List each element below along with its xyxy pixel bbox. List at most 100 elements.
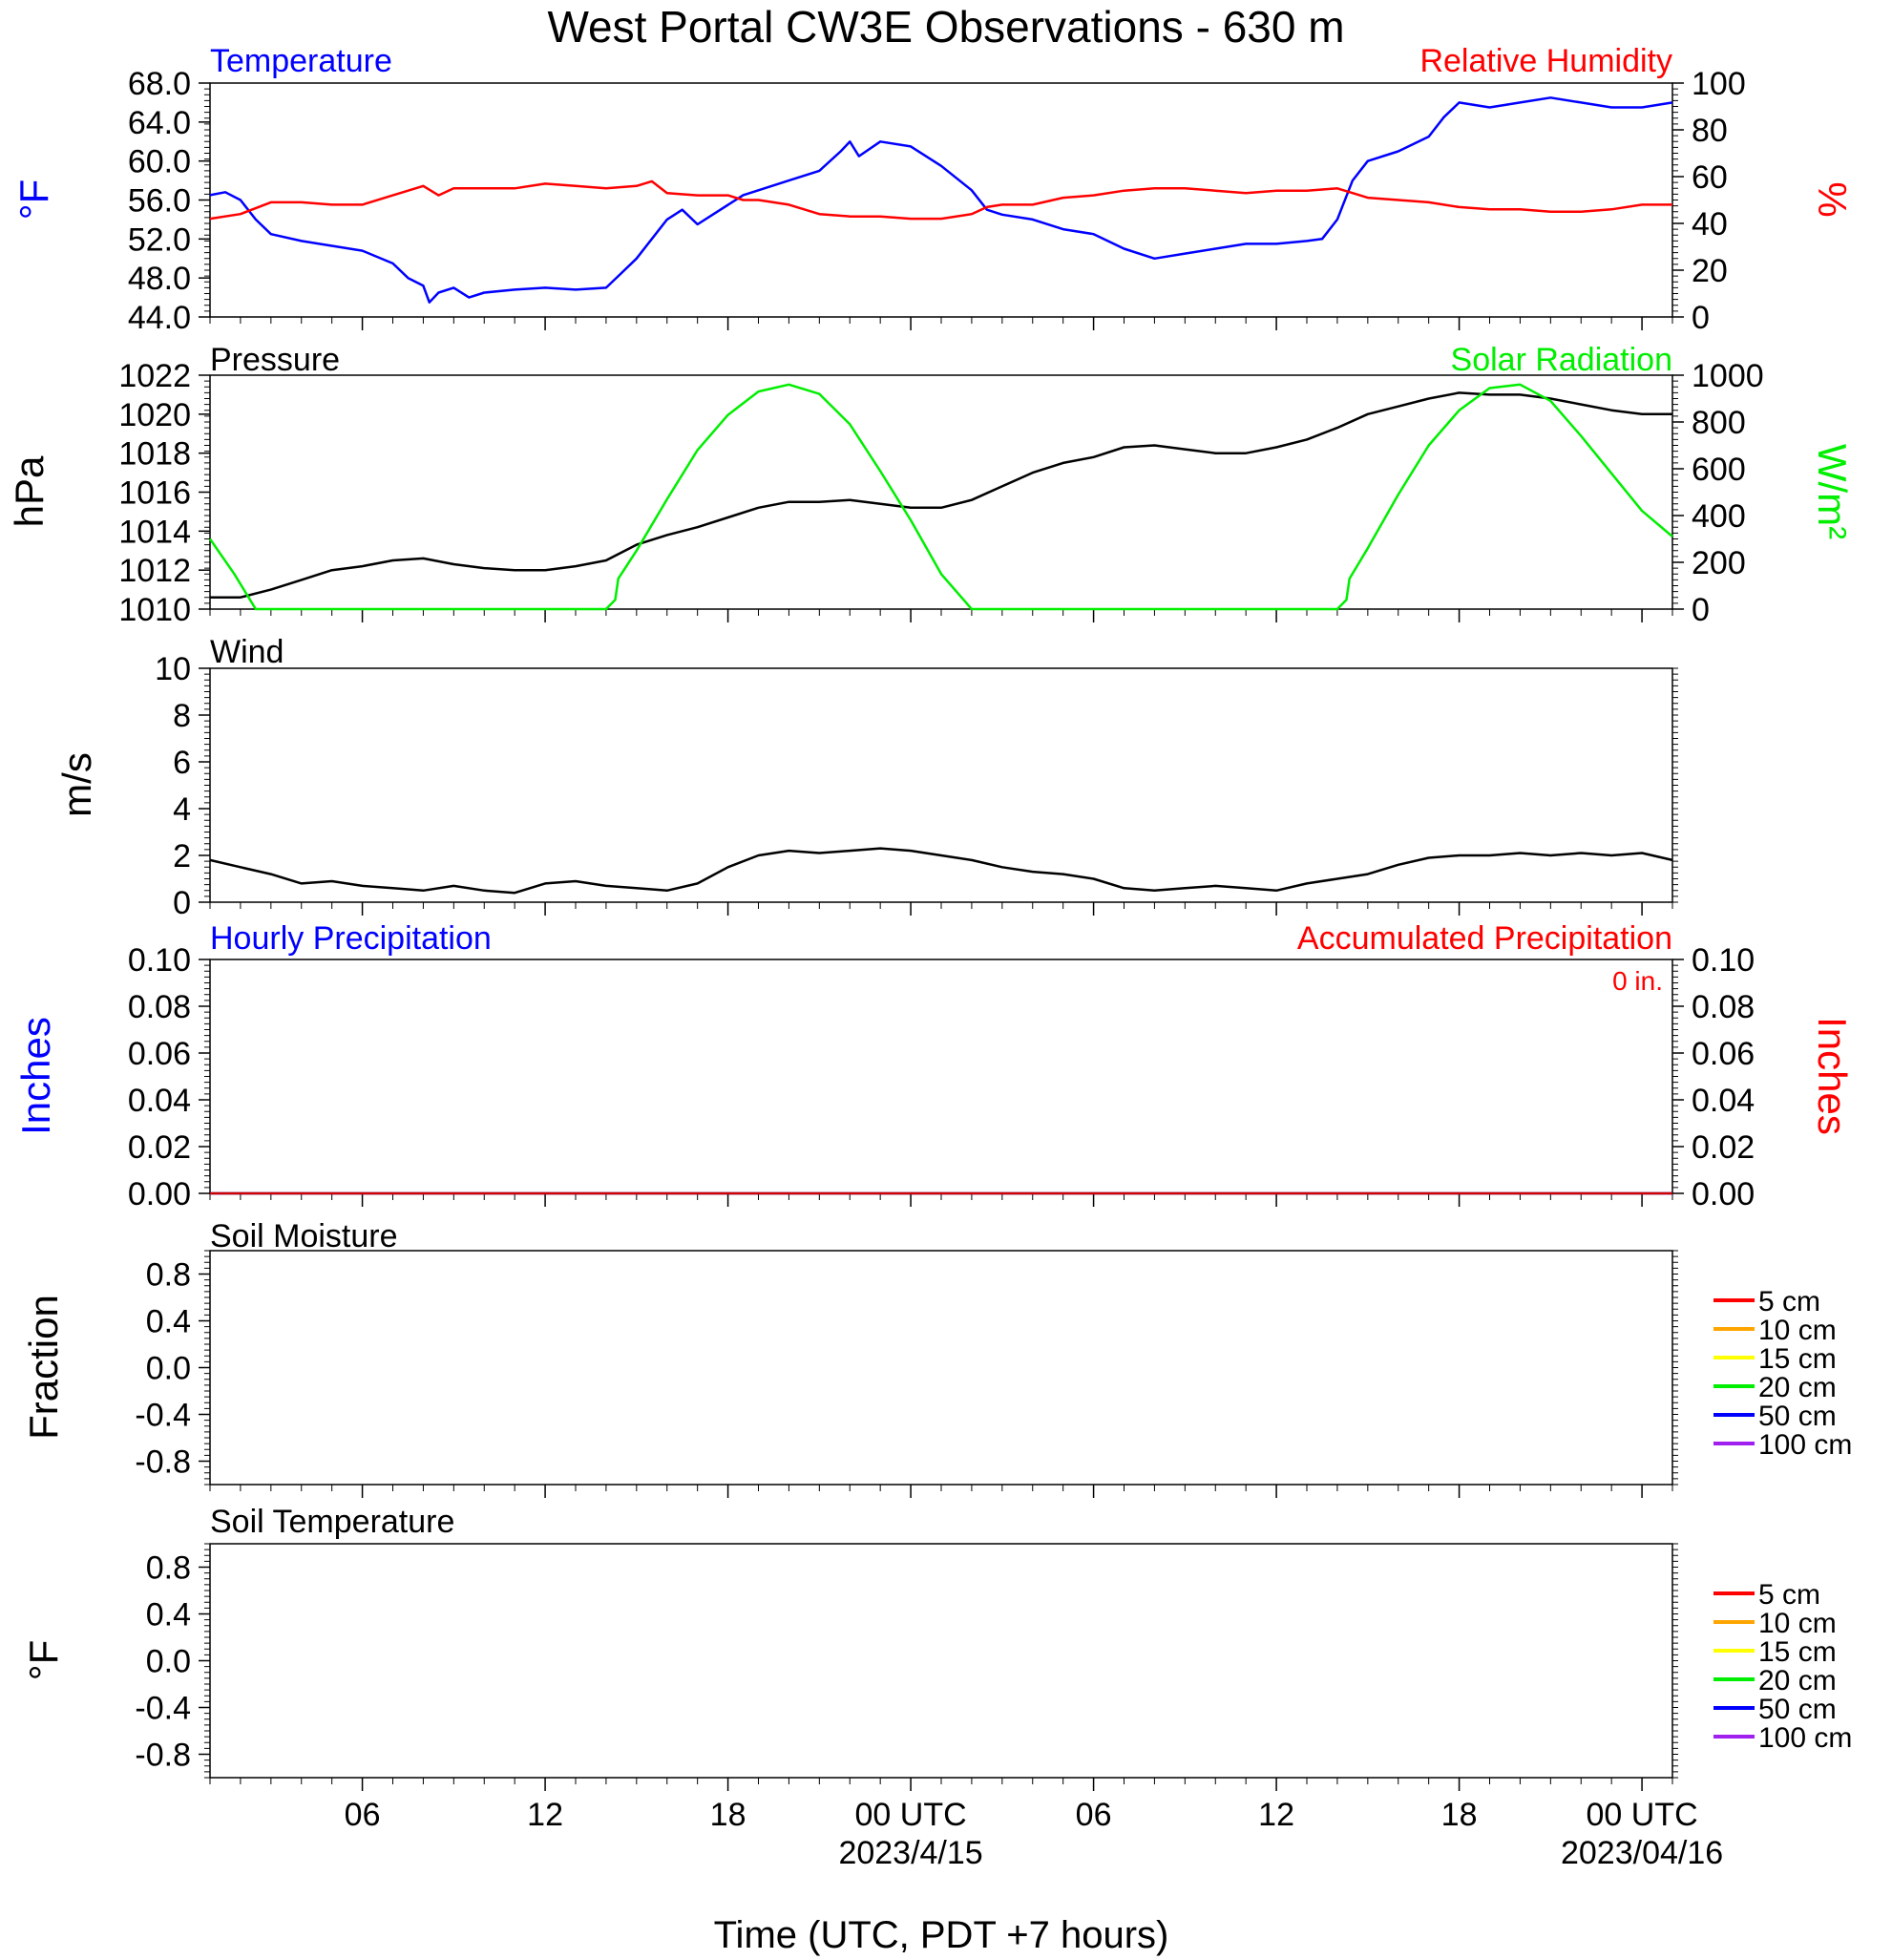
series-lines: [208, 383, 1673, 611]
y-tick-label-right: 100: [1692, 66, 1746, 102]
y-axis-left: 68.064.060.056.052.048.044.0: [128, 66, 210, 336]
x-axis-ticks: [209, 317, 1673, 330]
plot-frame: [209, 82, 1673, 318]
y-tick-label: 60.0: [128, 144, 191, 180]
x-axis-ticks: [209, 1778, 1673, 1791]
series-line: [210, 391, 1672, 599]
y-tick-label-right: 0: [1692, 592, 1710, 628]
y-tick-label: 64.0: [128, 105, 191, 141]
series-lines: [209, 96, 1673, 304]
legend-label: 20 cm: [1758, 1665, 1837, 1697]
y-tick-label: 4: [173, 791, 191, 828]
y-tick-label: 1022: [118, 358, 191, 394]
panel-wind: Wind m/s 10 8 6 4 2 0: [54, 634, 1678, 921]
y-axis-label-left: °F: [21, 1640, 66, 1680]
legend-label: 5 cm: [1758, 1286, 1820, 1317]
y-tick-label-right: 40: [1692, 206, 1728, 242]
y-axis-label-left: °F: [11, 179, 56, 220]
y-axis-right: 100 80 60 40 20 0: [1672, 66, 1746, 336]
y-tick-label: 0.08: [128, 989, 191, 1025]
y-axis-right: 0.10 0.08 0.06 0.04 0.02 0.00: [1672, 942, 1755, 1212]
y-axis-label-right: Inches: [1810, 1017, 1855, 1135]
panel-soil-moisture: Soil Moisture Fraction 0.8 0.4 0.0 -0.4 -0.8…: [21, 1218, 1852, 1498]
y-tick-label: 0: [173, 885, 191, 921]
y-tick-label: 56.0: [128, 183, 191, 220]
x-axis-ticks: [209, 1485, 1673, 1498]
panel-title-solar-radiation: Solar Radiation: [1451, 342, 1672, 378]
series-lines: [209, 847, 1673, 895]
y-tick-label-right: 400: [1692, 498, 1746, 535]
panel-title-relative-humidity: Relative Humidity: [1419, 43, 1672, 79]
y-tick-label-right: 0.02: [1692, 1129, 1755, 1166]
series-line: [209, 179, 1672, 221]
panel-title-hourly-precipitation: Hourly Precipitation: [210, 920, 492, 957]
y-tick-label: 1018: [118, 436, 191, 473]
y-tick-label: -0.8: [135, 1738, 191, 1774]
y-tick-label: 2: [173, 838, 191, 875]
y-tick-label-right: 1000: [1692, 358, 1764, 394]
accumulated-total-label: 0 in.: [1612, 966, 1663, 996]
x-tick-label: 12: [1258, 1797, 1294, 1833]
plot-frame: [209, 959, 1673, 1194]
y-tick-label-right: 80: [1692, 113, 1728, 149]
y-tick-label-right: 60: [1692, 159, 1728, 196]
panel-title-wind: Wind: [210, 634, 284, 670]
y-tick-label: 1010: [118, 592, 191, 628]
y-tick-label: 44.0: [128, 300, 191, 336]
y-tick-label-right: 800: [1692, 405, 1746, 441]
y-tick-label: 6: [173, 745, 191, 781]
panel-temperature-humidity: Temperature Relative Humidity °F % 68.06…: [11, 43, 1855, 336]
x-axis-ticks: [209, 902, 1673, 916]
x-date-label: 2023/04/16: [1561, 1835, 1723, 1871]
legend-label: 50 cm: [1758, 1401, 1837, 1432]
y-tick-label-right: 0: [1692, 300, 1710, 336]
y-axis-left: 10 8 6 4 2 0: [155, 651, 1678, 921]
y-tick-label: 1012: [118, 553, 191, 589]
y-tick-label: 0.8: [146, 1257, 191, 1294]
y-tick-label: 0.02: [128, 1129, 191, 1166]
y-axis-label-left: m/s: [54, 752, 99, 817]
y-tick-label: -0.4: [135, 1398, 191, 1434]
x-tick-label: 18: [710, 1797, 746, 1833]
x-axis-title: Time (UTC, PDT +7 hours): [714, 1914, 1169, 1956]
x-axis-ticks: [209, 1193, 1673, 1207]
y-tick-label: 0.0: [146, 1351, 191, 1387]
y-axis-left: 0.8 0.4 0.0 -0.4 -0.8: [135, 1543, 1678, 1779]
y-tick-label: 0.00: [128, 1176, 191, 1212]
legend-label: 50 cm: [1758, 1694, 1837, 1725]
plot-frame: [209, 667, 1673, 903]
x-tick-label: 06: [1076, 1797, 1112, 1833]
legend-label: 100 cm: [1758, 1429, 1852, 1461]
y-axis-label-left: Fraction: [21, 1295, 66, 1440]
y-tick-label: 10: [155, 651, 191, 687]
x-axis-ticks: [209, 609, 1673, 622]
panel-title-soil-moisture: Soil Moisture: [210, 1218, 398, 1254]
y-tick-label: 0.10: [128, 942, 191, 979]
y-tick-label: 1014: [118, 514, 191, 550]
y-tick-label-right: 20: [1692, 253, 1728, 289]
y-tick-label: -0.8: [135, 1444, 191, 1481]
plot-frame: [209, 1543, 1673, 1779]
panel-title-temperature: Temperature: [210, 43, 392, 79]
y-tick-label-right: 0.00: [1692, 1176, 1755, 1212]
legend-label: 20 cm: [1758, 1372, 1837, 1403]
series-line: [209, 96, 1673, 304]
y-tick-label-right: 0.10: [1692, 942, 1755, 979]
legend-label: 10 cm: [1758, 1315, 1837, 1346]
y-axis-left: 0.10 0.08 0.06 0.04 0.02 0.00: [128, 942, 210, 1212]
x-tick-label: 00 UTC: [855, 1797, 967, 1833]
y-axis-left: 0.8 0.4 0.0 -0.4 -0.8: [135, 1250, 1678, 1486]
y-tick-label: 0.0: [146, 1644, 191, 1680]
y-tick-label-right: 0.06: [1692, 1036, 1755, 1072]
panel-soil-temperature: Soil Temperature °F 0.8 0.4 0.0 -0.4 -0.8 5 …: [21, 1504, 1852, 1791]
x-tick-label: 00 UTC: [1587, 1797, 1698, 1833]
y-tick-label: 52.0: [128, 221, 191, 258]
panel-title-pressure: Pressure: [210, 342, 340, 378]
y-axis-label-left: Inches: [13, 1017, 58, 1135]
panel-title-accumulated-precipitation: Accumulated Precipitation: [1297, 920, 1672, 957]
x-tick-label: 06: [345, 1797, 381, 1833]
